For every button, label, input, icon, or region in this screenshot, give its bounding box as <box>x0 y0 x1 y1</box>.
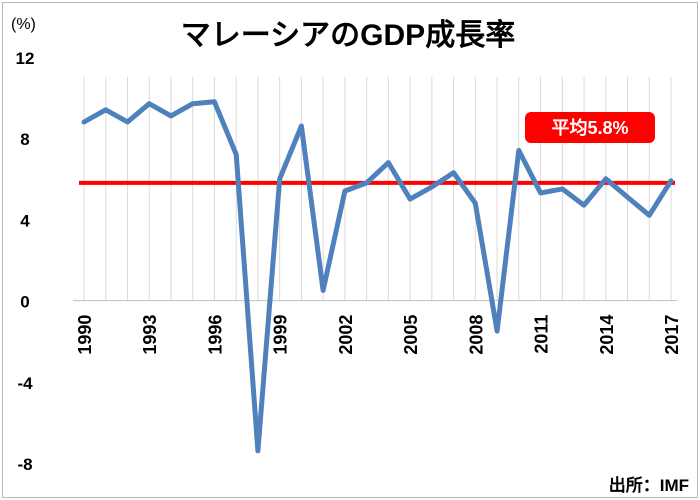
x-tick-label: 2008 <box>466 315 486 355</box>
y-tick-label: 12 <box>16 49 35 68</box>
y-tick-label: -8 <box>17 455 32 474</box>
y-tick-labels: 12 8 4 0 -4 -8 <box>16 49 35 474</box>
gdp-growth-line-chart: 1990 1993 1996 1999 2002 2005 2008 2011 2014 2017… <box>11 16 689 495</box>
y-unit-label: (%) <box>11 16 36 33</box>
x-tick-labels: 1990 1993 1996 1999 2002 2005 2008 2011 2014 2017 <box>75 315 682 355</box>
series-line <box>81 99 674 454</box>
y-tick-label: -4 <box>17 374 33 393</box>
x-tick-label: 2002 <box>336 315 356 355</box>
x-tick-label: 2005 <box>401 315 421 355</box>
average-badge-label: 平均5.8% <box>551 117 628 138</box>
x-tick-label: 2014 <box>597 315 617 355</box>
x-tick-label: 2011 <box>532 315 552 354</box>
x-tick-label: 2017 <box>662 315 682 355</box>
chart-title: マレーシアのGDP成長率 <box>181 19 515 52</box>
source-label: 出所：IMF <box>609 475 689 495</box>
x-tick-label: 1990 <box>75 315 95 355</box>
x-tick-label: 1993 <box>140 315 160 355</box>
average-badge: 平均5.8% <box>525 112 655 143</box>
x-tick-label: 1999 <box>271 315 291 355</box>
x-tick-label: 1996 <box>205 315 225 355</box>
y-tick-label: 8 <box>20 130 29 149</box>
y-tick-label: 4 <box>20 211 30 230</box>
series-lines <box>81 99 674 454</box>
vertical-grid <box>83 77 672 301</box>
y-tick-label: 0 <box>20 293 29 312</box>
average-badge-box <box>525 112 655 143</box>
